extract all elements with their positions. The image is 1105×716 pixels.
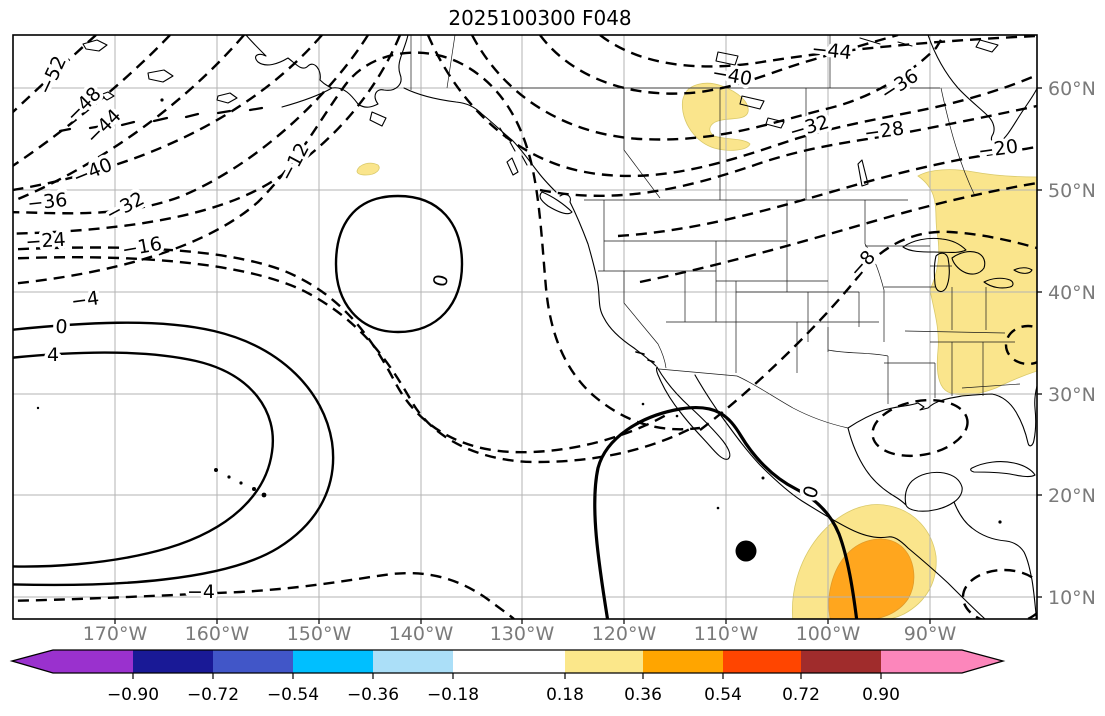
lat-tick-label: 40°N [1048, 282, 1096, 304]
contour-label: −4 [70, 287, 101, 313]
lon-tick-label: 150°W [287, 623, 352, 645]
contour-label: 0 [55, 316, 69, 339]
colorbar-segment [801, 650, 881, 673]
colorbar-left-arrow [12, 650, 53, 673]
contour-label: −36 [26, 189, 68, 215]
colorbar-tick-label: −0.72 [187, 685, 239, 705]
plot-frame [12, 34, 1038, 620]
colorbar-tick-label: 0.90 [862, 685, 900, 705]
lon-axis: 170°W 160°W 150°W 140°W 130°W 120°W 110°… [83, 623, 957, 645]
colorbar-tick-label: −0.18 [427, 685, 479, 705]
shade-ne-pacific-spot [356, 162, 380, 176]
lon-tick-label: 100°W [796, 623, 861, 645]
lon-tick-label: 160°W [185, 623, 250, 645]
lon-tick-label: 170°W [83, 623, 148, 645]
colorbar-tick-label: −0.54 [267, 685, 319, 705]
shade-eastern-us [917, 169, 1037, 396]
colorbar-tick-label: 0.72 [782, 685, 820, 705]
dashed-contours-group [13, 35, 1037, 619]
colorbar-right-arrow [962, 650, 1003, 673]
lon-tick-label: 130°W [490, 623, 555, 645]
lon-tick-label: 140°W [389, 623, 454, 645]
colorbar-segment [53, 650, 133, 673]
contour-label: 4 [47, 344, 59, 366]
chart-title: 2025100300 F048 [448, 6, 631, 30]
coastlines-group [36, 35, 1037, 619]
colorbar-segment [453, 650, 565, 673]
colorbar-segment [133, 650, 213, 673]
contour-label: −44 [811, 38, 853, 64]
colorbar-segment [565, 650, 643, 673]
lat-tick-label: 10°N [1048, 587, 1096, 609]
colorbar-ticks [132, 673, 882, 679]
lon-tick-label: 120°W [592, 623, 657, 645]
colorbar-tick-labels: −0.90 −0.72 −0.54 −0.36 −0.18 0.18 0.36 … [107, 685, 900, 705]
colorbar-segment [723, 650, 801, 673]
colorbar-segment [293, 650, 373, 673]
colorbar-tick-label: 0.36 [624, 685, 662, 705]
axis-ticks [114, 87, 1042, 624]
colorbar-tick-label: 0.18 [546, 685, 584, 705]
contour-label: −24 [25, 229, 67, 254]
colorbar-segment [643, 650, 723, 673]
lat-tick-label: 50°N [1048, 180, 1096, 202]
state-borders-group [410, 35, 1021, 404]
solid-contours-group [13, 194, 859, 619]
shade-epac-mexico-core [828, 538, 915, 619]
lat-tick-label: 60°N [1048, 78, 1096, 100]
lon-tick-label: 110°W [694, 623, 759, 645]
colorbar-tick-label: −0.90 [107, 685, 159, 705]
lon-tick-label: 90°W [904, 623, 957, 645]
lat-tick-label: 30°N [1048, 384, 1096, 406]
lat-axis: 60°N 50°N 40°N 30°N 20°N 10°N [1048, 78, 1096, 609]
lat-tick-label: 20°N [1048, 485, 1096, 507]
colorbar-segment [881, 650, 962, 673]
contour-label: −4 [187, 581, 215, 603]
colorbar: −0.90 −0.72 −0.54 −0.36 −0.18 0.18 0.36 … [9, 649, 1006, 705]
colorbar-tick-label: −0.36 [347, 685, 399, 705]
colorbar-outline [9, 649, 1006, 674]
storm-position-dot [735, 540, 757, 562]
colorbar-segment [213, 650, 293, 673]
colorbar-tick-label: 0.54 [704, 685, 742, 705]
colorbar-segment [373, 650, 453, 673]
